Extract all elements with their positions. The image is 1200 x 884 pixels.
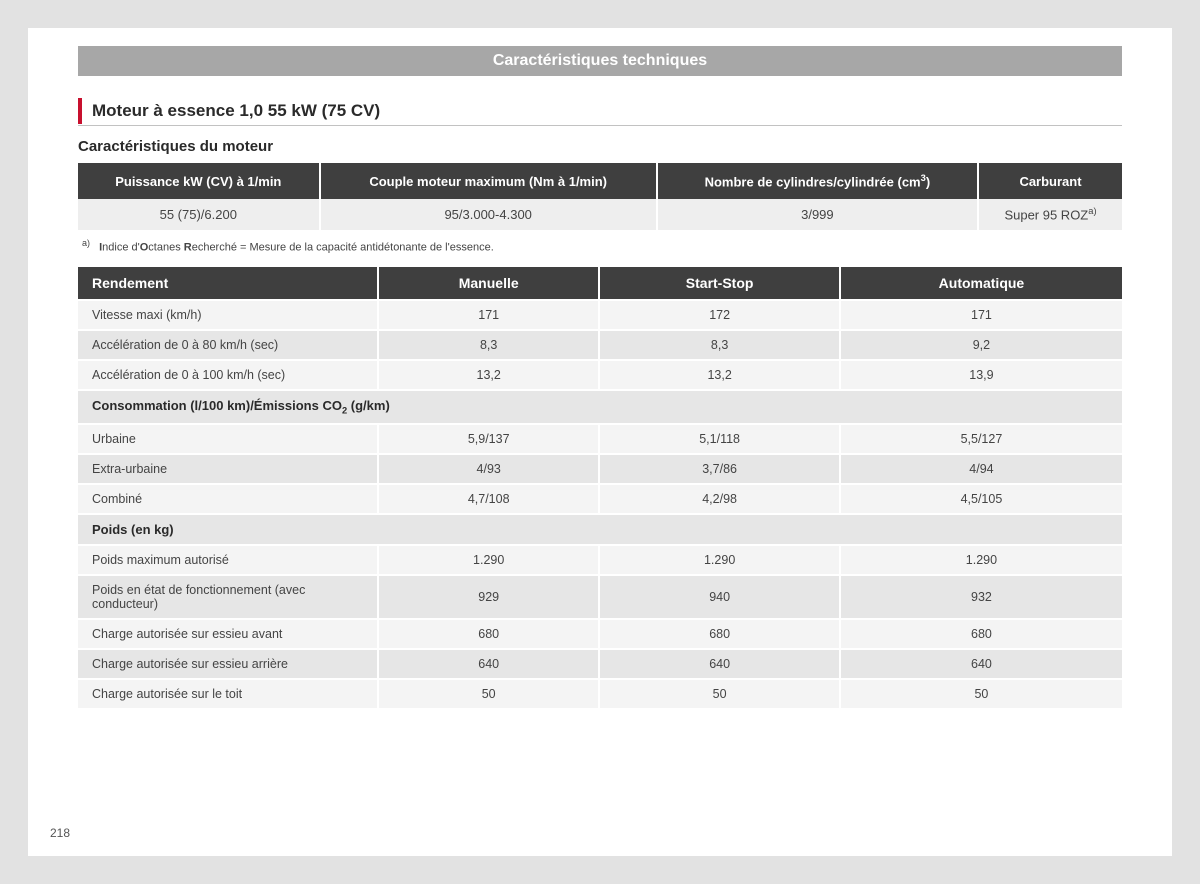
col-startstop: Start-Stop (599, 267, 840, 300)
cell-power: 55 (75)/6.200 (78, 199, 320, 229)
table-cell: 932 (840, 575, 1122, 619)
table-cell: 50 (599, 679, 840, 709)
table-row: Charge autorisée sur essieu avant6806806… (78, 619, 1122, 649)
cell-fuel-sup: a) (1088, 206, 1096, 216)
table-cell: 640 (599, 649, 840, 679)
table-row: Extra-urbaine4/933,7/864/94 (78, 454, 1122, 484)
footnote-t3: echerché = Mesure de la capacité antidét… (192, 241, 494, 253)
table-cell: 50 (840, 679, 1122, 709)
table-row: Poids en état de fonctionnement (avec co… (78, 575, 1122, 619)
footnote: a) Indice d'Octanes Recherché = Mesure d… (82, 238, 1122, 254)
table-row: Accélération de 0 à 80 km/h (sec)8,38,39… (78, 330, 1122, 360)
table-row: Charge autorisée sur essieu arrière64064… (78, 649, 1122, 679)
section-title: Moteur à essence 1,0 55 kW (75 CV) (78, 98, 1122, 124)
col-cylinders: Nombre de cylindres/cylindrée (cm3) (657, 163, 978, 199)
table-cell: 4/94 (840, 454, 1122, 484)
table-cell: 1.290 (840, 545, 1122, 575)
col-fuel: Carburant (978, 163, 1122, 199)
table-cell: 4,7/108 (378, 484, 599, 514)
performance-table: Rendement Manuelle Start-Stop Automatiqu… (78, 267, 1122, 710)
section-title-wrap: Moteur à essence 1,0 55 kW (75 CV) (78, 98, 1122, 126)
cell-cylinders: 3/999 (657, 199, 978, 229)
footnote-t1: ndice d' (102, 241, 140, 253)
table-cell: 4,2/98 (599, 484, 840, 514)
col-automatique: Automatique (840, 267, 1122, 300)
table-cell: 640 (378, 649, 599, 679)
section-consumption: Consommation (l/100 km)/Émissions CO2 (g… (78, 390, 1122, 424)
page: Caractéristiques techniques Moteur à ess… (28, 28, 1172, 856)
footnote-t2: ctanes (148, 241, 183, 253)
footnote-b2: O (140, 241, 149, 253)
table-cell: 1.290 (378, 545, 599, 575)
col-cylinders-post: ) (926, 174, 930, 189)
table-cell: Vitesse maxi (km/h) (78, 300, 378, 330)
table-cell: Charge autorisée sur essieu avant (78, 619, 378, 649)
section-weight: Poids (en kg) (78, 514, 1122, 545)
footnote-marker: a) (82, 238, 90, 248)
table-cell: Accélération de 0 à 80 km/h (sec) (78, 330, 378, 360)
table-cell: 5,9/137 (378, 424, 599, 454)
col-manuelle: Manuelle (378, 267, 599, 300)
table-cell: 4,5/105 (840, 484, 1122, 514)
banner-title: Caractéristiques techniques (78, 46, 1122, 76)
table-cell: Charge autorisée sur essieu arrière (78, 649, 378, 679)
col-power: Puissance kW (CV) à 1/min (78, 163, 320, 199)
table-cell: Extra-urbaine (78, 454, 378, 484)
section-consumption-post: (g/km) (347, 398, 390, 413)
table-cell: 172 (599, 300, 840, 330)
page-number: 218 (50, 826, 70, 840)
table-cell: Combiné (78, 484, 378, 514)
col-cylinders-pre: Nombre de cylindres/cylindrée (cm (705, 174, 921, 189)
table-row: Combiné4,7/1084,2/984,5/105 (78, 484, 1122, 514)
engine-spec-table: Puissance kW (CV) à 1/min Couple moteur … (78, 163, 1122, 230)
table-header-row: Rendement Manuelle Start-Stop Automatiqu… (78, 267, 1122, 300)
table-cell: 940 (599, 575, 840, 619)
table-cell: 171 (840, 300, 1122, 330)
table-cell: 680 (840, 619, 1122, 649)
col-rendement: Rendement (78, 267, 378, 300)
cell-torque: 95/3.000-4.300 (320, 199, 657, 229)
table-cell: Poids en état de fonctionnement (avec co… (78, 575, 378, 619)
table-row: Charge autorisée sur le toit505050 (78, 679, 1122, 709)
table-row: Accélération de 0 à 100 km/h (sec)13,213… (78, 360, 1122, 390)
table-cell: 13,2 (599, 360, 840, 390)
table-cell: Accélération de 0 à 100 km/h (sec) (78, 360, 378, 390)
section-weight-label: Poids (en kg) (78, 514, 1122, 545)
table-cell: Poids maximum autorisé (78, 545, 378, 575)
table-row: Vitesse maxi (km/h)171172171 (78, 300, 1122, 330)
section-consumption-label: Consommation (l/100 km)/Émissions CO2 (g… (78, 390, 1122, 424)
table-cell: 13,2 (378, 360, 599, 390)
table-cell: 171 (378, 300, 599, 330)
section-consumption-pre: Consommation (l/100 km)/Émissions CO (92, 398, 342, 413)
table-cell: 13,9 (840, 360, 1122, 390)
table-cell: 1.290 (599, 545, 840, 575)
table-cell: Urbaine (78, 424, 378, 454)
footnote-b3: R (184, 241, 192, 253)
table-cell: 4/93 (378, 454, 599, 484)
table-cell: 8,3 (378, 330, 599, 360)
table-cell: 680 (378, 619, 599, 649)
table-cell: 5,1/118 (599, 424, 840, 454)
table-cell: 8,3 (599, 330, 840, 360)
table-cell: 50 (378, 679, 599, 709)
table-cell: 3,7/86 (599, 454, 840, 484)
table-cell: 9,2 (840, 330, 1122, 360)
table-row: 55 (75)/6.200 95/3.000-4.300 3/999 Super… (78, 199, 1122, 229)
table-cell: 929 (378, 575, 599, 619)
table-cell: 5,5/127 (840, 424, 1122, 454)
table-cell: Charge autorisée sur le toit (78, 679, 378, 709)
table-header-row: Puissance kW (CV) à 1/min Couple moteur … (78, 163, 1122, 199)
table-cell: 680 (599, 619, 840, 649)
cell-fuel: Super 95 ROZa) (978, 199, 1122, 229)
cell-fuel-text: Super 95 ROZ (1004, 208, 1088, 223)
col-torque: Couple moteur maximum (Nm à 1/min) (320, 163, 657, 199)
table-row: Poids maximum autorisé1.2901.2901.290 (78, 545, 1122, 575)
table-row: Urbaine5,9/1375,1/1185,5/127 (78, 424, 1122, 454)
table-cell: 640 (840, 649, 1122, 679)
engine-subheading: Caractéristiques du moteur (78, 138, 1122, 155)
